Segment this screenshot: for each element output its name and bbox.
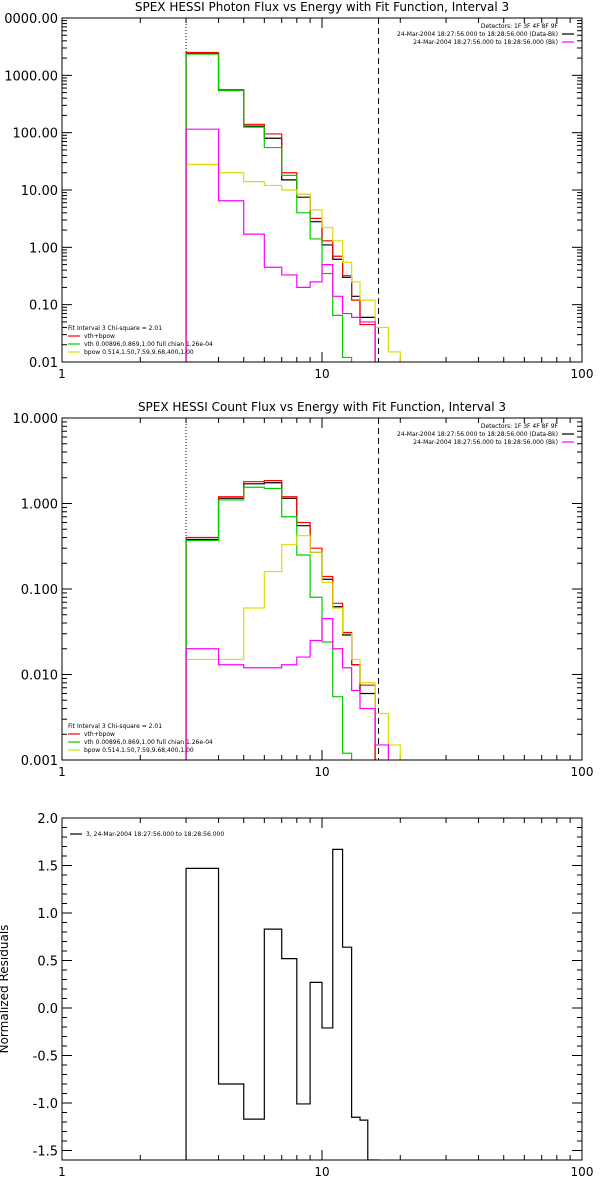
x-tick-label: 100 [571, 367, 594, 381]
x-tick-label: 100 [571, 1165, 594, 1179]
legend-bottomleft-text: Fit Interval 3 Chi-square = 2.01 [68, 723, 162, 730]
x-tick-label: 10 [314, 765, 329, 779]
y-tick-label: 1.00 [29, 241, 58, 256]
y-tick-label: -0.5 [33, 1050, 58, 1065]
legend-topright-text: Detectors: 1F 3F 4F 8F 9F [481, 423, 559, 430]
legend-bottomleft-text: Fit Interval 3 Chi-square = 2.01 [68, 325, 162, 332]
legend-topright-text: 24-Mar-2004 18:27:56.000 to 18:28:56.000… [397, 31, 558, 38]
legend-topright-text: 24-Mar-2004 18:27:56.000 to 18:28:56.000… [397, 431, 558, 438]
x-tick-label: 100 [571, 765, 594, 779]
series-line-vth [185, 53, 353, 362]
legend-bottomleft-text: bpow 0.514,1.50,7.59,9.68,400,1.00 [84, 747, 194, 754]
y-tick-label: -1.5 [33, 1145, 58, 1160]
series-line-bpow [185, 535, 412, 760]
series-line-1 [185, 848, 380, 1160]
series-group [185, 51, 401, 362]
series-group [185, 480, 412, 760]
legend-bottomleft-text: bpow 0.514,1.50,7.59,9.68,400,1.00 [84, 349, 194, 356]
y-tick-label: 10.00 [21, 184, 58, 199]
series-line-bk [185, 128, 376, 362]
series-line-bk [185, 618, 389, 760]
panel-1: SPEX HESSI Photon Flux vs Energy with Fi… [4, 0, 594, 381]
legend-bottomleft-text: vth 0.00896,0.869,1.00 full chian 1.26e-… [84, 739, 213, 746]
plot-frame [61, 817, 583, 1161]
series-line-bpow [185, 163, 401, 362]
y-tick-label: 0.0 [37, 1002, 58, 1017]
y-tick-label: 0.100 [21, 583, 58, 598]
legend-bottomleft-text: vth 0.00896,0.869,1.00 full chian 1.26e-… [84, 341, 213, 348]
panel-3: Normalized Residuals 1 10 100 -1.5 -1.0 -0.5 0.… [0, 812, 593, 1179]
y-tick-label: 0.10 [29, 299, 58, 314]
legend-topright-text: Detectors: 1F 3F 4F 8F 9F [481, 23, 559, 30]
x-tick-label: 10 [314, 1165, 329, 1179]
y-tick-label: 0000.00 [4, 12, 58, 27]
y-tick-label: 0.5 [37, 955, 58, 970]
y-tick-label: 1.5 [37, 860, 58, 875]
legend-topright-text: 24-Mar-2004 18:27:56.000 to 18:28:56.000… [413, 439, 558, 446]
x-tick-label: 10 [314, 367, 329, 381]
y-tick-label: 1000.00 [4, 69, 58, 84]
legend-topleft-text: 3, 24-Mar-2004 18:27:56.000 to 18:28:56.… [86, 831, 224, 838]
panels: SPEX HESSI Photon Flux vs Energy with Fi… [0, 0, 593, 1179]
y-tick-label: 1.000 [21, 498, 58, 513]
plot-frame [61, 417, 583, 761]
y-tick-label: 10.000 [13, 412, 59, 427]
y-axis-label: Normalized Residuals [0, 925, 11, 1054]
y-tick-label: 100.00 [13, 127, 59, 142]
chart-title: SPEX HESSI Photon Flux vs Energy with Fi… [135, 0, 509, 14]
legend-bottomleft-text: vth+bpow [84, 333, 115, 340]
x-tick-label: 1 [58, 367, 66, 381]
y-tick-label: -1.0 [33, 1097, 58, 1112]
y-tick-label: 1.0 [37, 907, 58, 922]
x-tick-label: 1 [58, 1165, 66, 1179]
panel-2: SPEX HESSI Count Flux vs Energy with Fit… [13, 400, 594, 779]
plot-frame [61, 17, 583, 363]
legend-topright-text: 24-Mar-2004 18:27:56.000 to 18:28:56.000… [413, 39, 558, 46]
y-tick-label: 0.01 [29, 356, 58, 371]
y-tick-label: 0.010 [21, 669, 58, 684]
y-tick-label: 2.0 [37, 812, 58, 827]
x-tick-label: 1 [58, 765, 66, 779]
y-tick-label: 0.001 [21, 754, 58, 769]
chart-title: SPEX HESSI Count Flux vs Energy with Fit… [138, 400, 506, 414]
series-group [185, 848, 380, 1160]
legend-bottomleft-text: vth+bpow [84, 731, 115, 738]
